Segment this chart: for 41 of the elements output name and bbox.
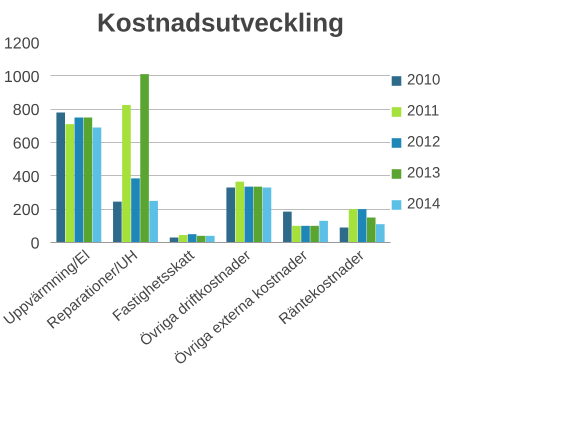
chart-title: Kostnadsutveckling [96,8,344,38]
bar [235,182,244,242]
bar [65,124,74,242]
bar [140,74,149,242]
y-tick-label: 1200 [4,36,40,52]
y-tick-label: 0 [30,236,40,252]
legend-label: 2012 [407,134,440,150]
legend-label: 2010 [407,72,440,88]
bar [292,226,301,242]
bar [122,105,131,242]
legend-label: 2014 [407,196,440,212]
bar [283,212,292,242]
bar [226,188,236,242]
bar [340,228,348,242]
y-tick-label: 600 [12,136,40,152]
y-tick-label: 200 [12,202,40,220]
bar [113,202,122,242]
bar [244,186,254,242]
bar [84,118,92,242]
bar [254,186,262,242]
legend-label: 2013 [407,164,440,182]
bar [56,112,66,242]
legend-label: 2011 [407,102,440,120]
bar [366,218,376,242]
bar [74,118,84,242]
bar [170,238,178,242]
bar [178,235,188,242]
bar [310,226,319,242]
bar [301,226,310,242]
y-tick-label: 1000 [4,68,40,86]
bar [262,188,272,242]
bar [348,209,358,242]
y-tick-label: 800 [12,102,40,120]
bar [149,200,158,242]
bar [188,234,196,242]
bar [376,224,385,242]
y-tick-label: 400 [12,168,40,186]
bar [319,220,328,242]
bar [92,128,102,242]
bar [131,178,140,242]
bar [358,209,366,242]
